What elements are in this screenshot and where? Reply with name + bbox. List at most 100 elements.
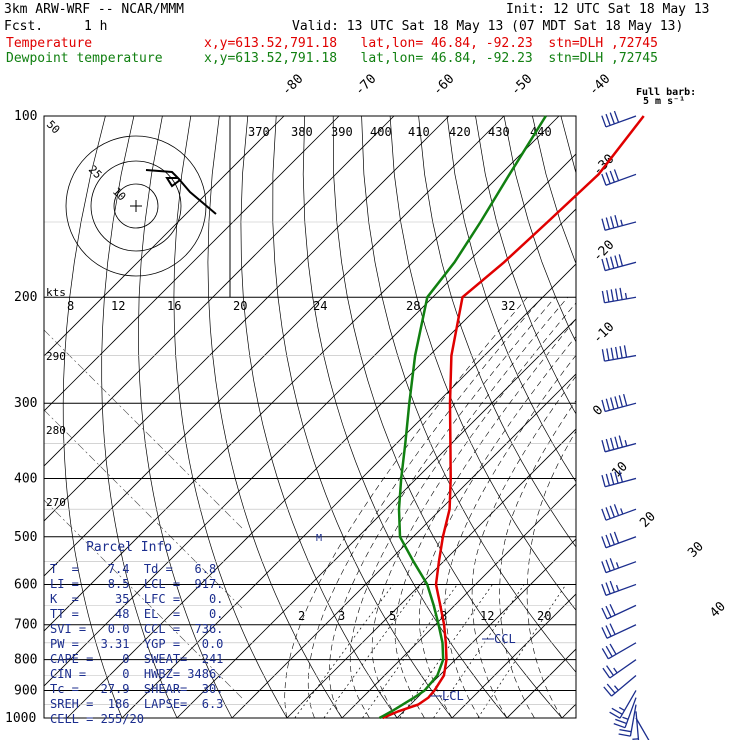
- wind-barb: [601, 435, 637, 453]
- model-title: 3km ARW-WRF -- NCAR/MMM: [4, 2, 185, 17]
- isotach-label: 8: [67, 299, 74, 313]
- isotach-label: 20: [233, 299, 247, 313]
- lcl-label: LCL: [442, 689, 464, 703]
- barb-half-flag: [618, 706, 625, 711]
- init-time: Init: 12 UTC Sat 18 May 13: [506, 2, 710, 17]
- dewpoint-location: x,y=613.52,791.18 lat,lon= 46.84, -92.23…: [204, 51, 658, 66]
- mixing-ratio-line: [477, 584, 567, 718]
- isotherm-line: [286, 428, 576, 718]
- barb-flag: [605, 217, 611, 230]
- temperature-tick-label: -10: [590, 320, 617, 347]
- barb-flag: [605, 473, 611, 486]
- wind-barb: [601, 580, 637, 597]
- dry-adiabat: [302, 116, 508, 718]
- hodograph-ring: [113, 183, 159, 229]
- barb-staff: [604, 354, 637, 362]
- barb-half-flag: [632, 738, 639, 740]
- barb-flag: [605, 645, 613, 657]
- height-isopleth: [44, 329, 245, 531]
- moist-adiabat: [499, 399, 576, 718]
- wind-barb: [601, 603, 637, 620]
- barb-flag: [614, 436, 619, 449]
- wind-barb: [632, 711, 640, 740]
- pressure-tick-label: 400: [14, 471, 37, 486]
- theta-label: 390: [331, 125, 353, 139]
- barb-flag: [601, 648, 609, 660]
- wind-barb: [618, 704, 637, 737]
- mixing-ratio-label: 3: [338, 609, 345, 623]
- barb-flag: [609, 112, 615, 125]
- temperature-line: [382, 115, 645, 720]
- wind-barb: [635, 717, 650, 740]
- parcel-row: CELL = 255/20: [50, 712, 144, 726]
- barb-flag: [609, 623, 616, 635]
- parcel-row: SREH = 186 LAPSE= 6.3: [50, 697, 224, 711]
- wind-barb: [601, 287, 637, 304]
- temperature-tick-label: -20: [590, 238, 617, 265]
- parcel-info-panel: Parcel Info T = 7.4 Td = 6.8 LI = 8.5 LCL…: [44, 536, 223, 726]
- pressure-tick-label: 600: [14, 577, 37, 592]
- barb-staff: [611, 675, 637, 697]
- barb-flag: [601, 607, 608, 620]
- barb-half-flag: [613, 667, 618, 674]
- theta-label: 380: [291, 125, 313, 139]
- barb-staff: [604, 221, 637, 231]
- parcel-row: K = 35 LFC = 0.: [50, 592, 224, 606]
- barb-flag: [605, 507, 611, 519]
- barb-half-flag: [622, 716, 629, 720]
- isotherm-line: [561, 703, 576, 718]
- barb-flag: [618, 395, 624, 408]
- barb-flag: [611, 707, 623, 715]
- wind-barb: [601, 531, 637, 549]
- barb-flag: [601, 440, 606, 452]
- barb-flag: [615, 718, 627, 725]
- barb-flag: [605, 625, 612, 637]
- pressure-tick-label: 900: [14, 683, 37, 698]
- pressure-tick-label: 700: [14, 618, 37, 633]
- barb-flag: [601, 218, 606, 231]
- wind-barb: [601, 254, 637, 272]
- background-grid: [43, 115, 577, 719]
- hodograph-trace: [145, 169, 217, 215]
- height-isopleth: [44, 499, 245, 701]
- moist-adiabat: [307, 297, 543, 718]
- barb-flag: [610, 437, 615, 450]
- barb-flag: [606, 683, 616, 694]
- isotherm-line: [396, 538, 576, 718]
- barb-flag: [605, 257, 611, 270]
- height-label: 290: [46, 350, 66, 363]
- pressure-tick-label: 200: [14, 290, 37, 305]
- barb-flag: [610, 289, 614, 302]
- barb-flag: [609, 643, 617, 655]
- wind-barb: [601, 470, 637, 488]
- dry-adiabat: [503, 116, 576, 343]
- theta-label: 420: [449, 125, 471, 139]
- barb-flag: [613, 531, 620, 544]
- barb-flag: [619, 287, 623, 300]
- wind-barb: [601, 169, 637, 186]
- wind-barb: [601, 393, 637, 413]
- barb-flag: [602, 667, 611, 679]
- dewpoint-legend: Dewpoint temperature: [6, 51, 163, 66]
- m-label: M: [316, 533, 322, 544]
- isotherm-line: [176, 318, 576, 718]
- barb-flag: [609, 505, 615, 518]
- barb-flag: [623, 345, 628, 358]
- barb-flag: [601, 349, 606, 362]
- barb-half-flag: [615, 584, 620, 592]
- knot-label: kts: [46, 286, 66, 299]
- parcel-row: SVI = 0.0 CCL = 736.: [50, 622, 224, 636]
- dry-adiabat: [272, 116, 453, 718]
- parcel-row: PW = 3.31 YGP = 0.0: [50, 637, 224, 651]
- mixing-ratio-label: 2: [298, 609, 305, 623]
- theta-label: 410: [408, 125, 430, 139]
- wind-barb: [613, 697, 637, 729]
- theta-label: 370: [248, 125, 270, 139]
- barb-staff: [605, 173, 637, 186]
- parcel-title: Parcel Info: [86, 540, 173, 555]
- isotach-label: 12: [111, 299, 125, 313]
- barb-staff: [635, 717, 650, 740]
- barb-flag: [609, 170, 615, 183]
- barb-flag: [605, 172, 611, 184]
- moist-adiabat: [284, 297, 528, 718]
